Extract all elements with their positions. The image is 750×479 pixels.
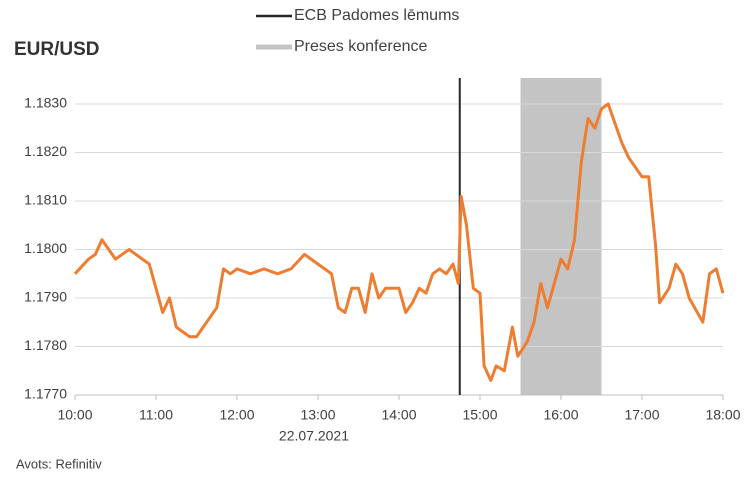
x-tick-label: 14:00 <box>381 407 416 423</box>
x-tick-label: 12:00 <box>219 407 254 423</box>
y-tick-label: 1.1800 <box>24 240 67 256</box>
x-tick-label: 10:00 <box>57 407 92 423</box>
y-tick-label: 1.1820 <box>24 143 67 159</box>
y-tick-label: 1.1830 <box>24 95 67 111</box>
x-tick-label: 11:00 <box>139 407 173 423</box>
chart-title: EUR/USD <box>14 39 100 60</box>
x-tick-label: 15:00 <box>462 407 497 423</box>
y-tick-label: 1.1790 <box>24 289 67 305</box>
legend-label: Preses konference <box>294 38 428 55</box>
x-tick-label: 13:00 <box>300 407 335 423</box>
x-tick-label: 18:00 <box>705 407 740 423</box>
legend-label: ECB Padomes lēmums <box>294 7 459 24</box>
x-annotation: 22.07.2021 <box>279 428 349 444</box>
source-note: Avots: Refinitiv <box>16 456 102 471</box>
y-tick-label: 1.1770 <box>24 386 67 402</box>
y-tick-label: 1.1780 <box>24 337 67 353</box>
price-line <box>73 102 725 382</box>
press-conference-band <box>520 78 602 395</box>
x-tick-label: 17:00 <box>624 407 659 423</box>
x-tick-label: 16:00 <box>543 407 578 423</box>
y-tick-label: 1.1810 <box>24 192 67 208</box>
